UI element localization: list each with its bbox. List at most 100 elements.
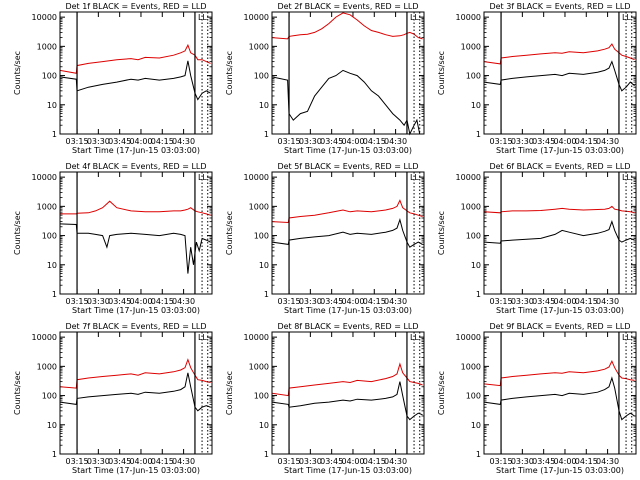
plot-frame — [271, 171, 425, 295]
vline-label: LL — [410, 333, 419, 342]
y-tick-label: 1 — [476, 290, 481, 299]
x-tick-label: 04:30 — [384, 297, 407, 306]
x-tick-label: 04:00 — [553, 457, 576, 466]
series-lld-line — [271, 362, 423, 397]
y-tick-label: 10000 — [244, 333, 269, 342]
x-tick-label: 03:15 — [278, 457, 301, 466]
x-tick-label: 03:15 — [66, 137, 89, 146]
x-tick-label: 03:45 — [320, 297, 343, 306]
plot-frame — [483, 171, 637, 295]
y-tick-label: 100 — [42, 72, 57, 81]
vline-label: LL — [622, 173, 631, 182]
y-axis-label: Counts/sec — [225, 51, 234, 95]
x-tick-label: 04:00 — [341, 297, 364, 306]
series-lld-line — [271, 199, 423, 224]
x-tick-label: 03:45 — [320, 137, 343, 146]
x-tick-label: 04:30 — [596, 297, 619, 306]
series-lld-line — [59, 43, 211, 74]
x-tick-label: 04:15 — [151, 137, 174, 146]
panel-title: Det 9f BLACK = Events, RED = LLD — [489, 322, 630, 331]
y-tick-label: 100 — [42, 392, 57, 401]
x-tick-label: 03:45 — [108, 137, 131, 146]
y-tick-label: 10000 — [32, 333, 57, 342]
y-tick-label: 10 — [259, 421, 269, 430]
series-lld-line — [271, 12, 423, 40]
vline-label: LL — [410, 173, 419, 182]
y-tick-label: 1 — [476, 450, 481, 459]
x-tick-label: 04:15 — [363, 137, 386, 146]
y-tick-label: 1 — [52, 450, 57, 459]
x-tick-label: 04:15 — [575, 457, 598, 466]
x-tick-label: 03:30 — [87, 137, 110, 146]
series-lld-line — [60, 200, 211, 216]
series-events-line — [483, 220, 635, 244]
y-tick-label: 10000 — [244, 13, 269, 22]
y-axis-label: Counts/sec — [13, 371, 22, 415]
x-tick-label: 03:15 — [278, 137, 301, 146]
x-tick-label: 03:15 — [278, 297, 301, 306]
y-tick-label: 1 — [264, 130, 269, 139]
panel-1: Det 1f BLACK = Events, RED = LLD 1 10 100 10… — [13, 2, 213, 155]
y-axis-label: Counts/sec — [437, 211, 446, 255]
x-axis-label: Start Time (17-Jun-15 03:03:00) — [284, 306, 412, 315]
y-tick-label: 100 — [42, 232, 57, 241]
panel-6: Det 6f BLACK = Events, RED = LLD 1 10 100 10… — [437, 162, 637, 315]
y-axis-label: Counts/sec — [13, 211, 22, 255]
x-tick-label: 03:45 — [532, 137, 555, 146]
x-tick-label: 04:00 — [129, 457, 152, 466]
series-events-line — [483, 60, 635, 92]
y-tick-label: 1000 — [249, 362, 269, 371]
x-tick-label: 03:15 — [490, 457, 513, 466]
x-tick-label: 04:00 — [129, 297, 152, 306]
x-axis-label: Start Time (17-Jun-15 03:03:00) — [496, 306, 624, 315]
x-axis-label: Start Time (17-Jun-15 03:03:00) — [72, 306, 200, 315]
y-axis-label: Counts/sec — [225, 371, 234, 415]
x-tick-label: 04:15 — [575, 137, 598, 146]
y-axis-label: Counts/sec — [437, 371, 446, 415]
x-tick-label: 04:15 — [151, 297, 174, 306]
y-tick-label: 10 — [259, 261, 269, 270]
x-tick-label: 04:30 — [172, 137, 195, 146]
x-tick-label: 03:30 — [299, 297, 322, 306]
series-events-line — [271, 69, 423, 136]
x-tick-label: 03:30 — [511, 457, 534, 466]
series-lld-line — [483, 43, 635, 65]
y-tick-label: 100 — [254, 232, 269, 241]
y-tick-label: 10 — [471, 421, 481, 430]
vline-label: LL — [198, 333, 207, 342]
x-tick-label: 03:15 — [490, 137, 513, 146]
panel-9: Det 9f BLACK = Events, RED = LLD 1 10 100 10… — [437, 322, 637, 475]
panel-7: Det 7f BLACK = Events, RED = LLD 1 10 100 10… — [13, 322, 213, 475]
x-axis-label: Start Time (17-Jun-15 03:03:00) — [72, 146, 200, 155]
y-tick-label: 1 — [476, 130, 481, 139]
y-tick-label: 1000 — [37, 42, 57, 51]
panel-title: Det 6f BLACK = Events, RED = LLD — [489, 162, 630, 171]
y-tick-label: 10000 — [32, 173, 57, 182]
series-events-line — [483, 376, 635, 421]
panel-3: Det 3f BLACK = Events, RED = LLD 1 10 100 10… — [437, 2, 637, 155]
y-tick-label: 10 — [471, 261, 481, 270]
y-tick-label: 10000 — [244, 173, 269, 182]
x-tick-label: 03:30 — [511, 297, 534, 306]
x-tick-label: 04:15 — [575, 297, 598, 306]
panel-title: Det 8f BLACK = Events, RED = LLD — [277, 322, 418, 331]
plot-frame — [59, 11, 213, 135]
y-tick-label: 100 — [466, 392, 481, 401]
panel-8: Det 8f BLACK = Events, RED = LLD 1 10 100 10… — [225, 322, 425, 475]
y-tick-label: 1 — [52, 130, 57, 139]
panel-title: Det 3f BLACK = Events, RED = LLD — [489, 2, 630, 11]
y-tick-label: 10000 — [456, 13, 481, 22]
x-tick-label: 04:30 — [596, 457, 619, 466]
plot-frame — [59, 331, 213, 455]
x-tick-label: 03:45 — [108, 457, 131, 466]
vline-label: LL — [622, 13, 631, 22]
x-tick-label: 03:45 — [532, 297, 555, 306]
x-tick-label: 03:15 — [66, 297, 89, 306]
y-tick-label: 1000 — [461, 362, 481, 371]
x-tick-label: 03:30 — [87, 457, 110, 466]
panel-5: Det 5f BLACK = Events, RED = LLD 1 10 100 10… — [225, 162, 425, 315]
x-tick-label: 03:30 — [299, 137, 322, 146]
x-axis-label: Start Time (17-Jun-15 03:03:00) — [496, 146, 624, 155]
